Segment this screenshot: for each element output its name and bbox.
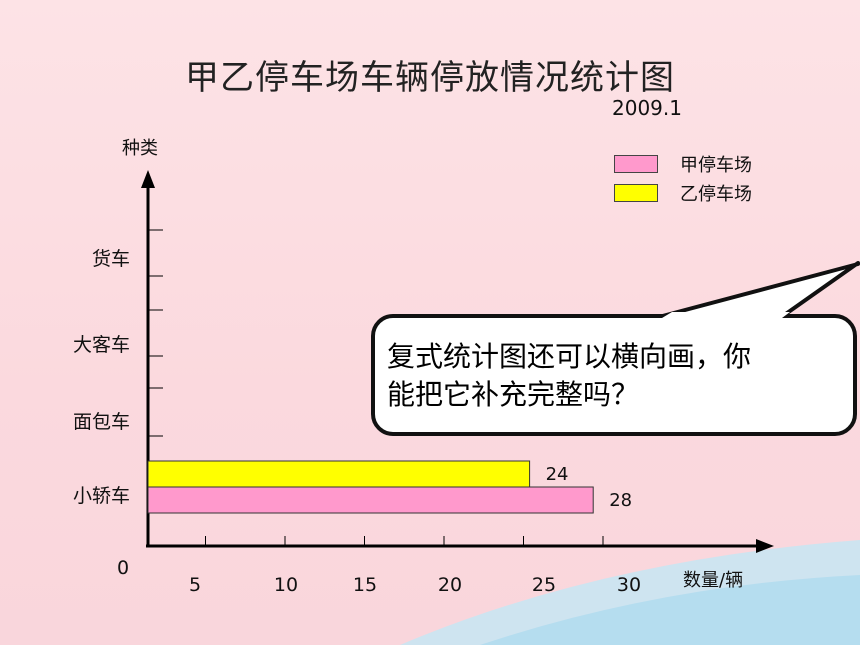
legend-swatch-jia — [614, 155, 658, 173]
callout-line-2: 能把它补充完整吗？ — [387, 378, 640, 411]
x-tick-label: 15 — [352, 574, 378, 596]
chart-title: 甲乙停车场车辆停放情况统计图 — [185, 58, 675, 98]
x-tick-label: 5 — [188, 574, 202, 596]
legend-item-jia: 甲停车场 — [614, 151, 752, 177]
bar-jia-0 — [147, 486, 594, 514]
legend-swatch-yi — [614, 184, 658, 202]
chart-subtitle: 2009.1 — [612, 96, 682, 120]
y-axis-label: 种类 — [122, 138, 158, 159]
bar-value-label: 28 — [609, 490, 632, 511]
category-label-van: 面包车 — [72, 411, 130, 433]
x-axis-ticks — [205, 536, 604, 546]
category-label-truck: 货车 — [91, 248, 130, 270]
category-label-car: 小轿车 — [72, 485, 130, 507]
origin-label: 0 — [117, 557, 130, 579]
bars — [147, 460, 594, 514]
bar-yi-0 — [147, 460, 531, 488]
legend-label-jia: 甲停车场 — [680, 155, 752, 176]
bar-value-labels: 28 24 — [546, 464, 633, 511]
category-label-bus: 大客车 — [72, 334, 130, 356]
x-tick-label: 25 — [531, 574, 557, 596]
legend-item-yi: 乙停车场 — [614, 180, 752, 206]
y-axis-arrow — [141, 170, 155, 188]
x-tick-label: 30 — [616, 574, 642, 596]
x-axis-label: 数量/辆 — [683, 570, 744, 591]
legend-label-yi: 乙停车场 — [680, 184, 752, 205]
x-tick-label: 20 — [437, 574, 463, 596]
callout-bubble: 复式统计图还可以横向画，你 能把它补充完整吗？ — [371, 314, 857, 436]
x-axis-arrow — [756, 539, 774, 553]
callout-line-1: 复式统计图还可以横向画，你 — [387, 340, 752, 373]
bar-value-label: 24 — [546, 464, 569, 485]
x-tick-label: 10 — [273, 574, 299, 596]
